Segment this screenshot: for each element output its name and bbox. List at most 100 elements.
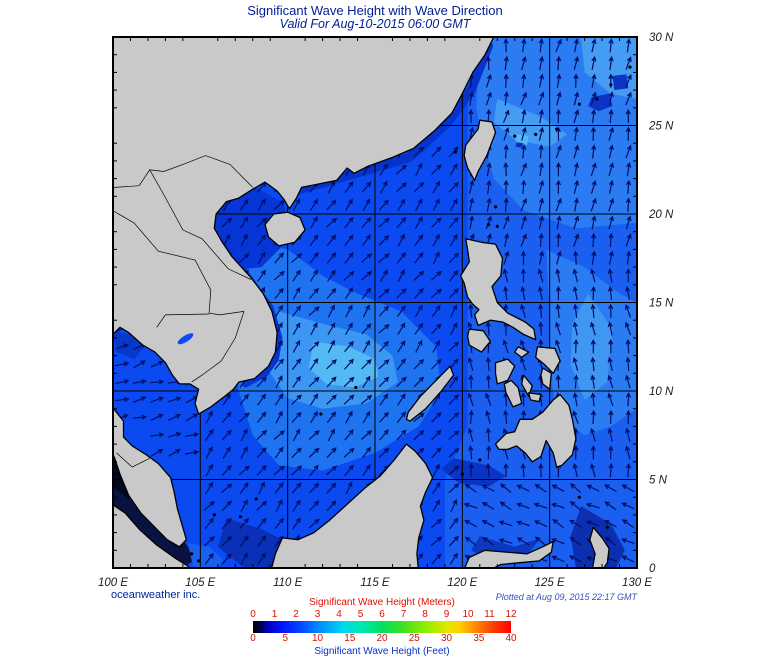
small-island-dot (486, 223, 491, 227)
small-island-dot (478, 458, 482, 462)
lat-tick-label: 30 N (649, 32, 674, 44)
landmass-panay (494, 358, 516, 385)
wave-region-central-scs-core (308, 341, 379, 388)
small-island-dot (577, 495, 581, 499)
small-island-dot (460, 472, 464, 476)
landmass-malay-peninsula (113, 406, 188, 548)
lat-tick-label: 10 N (649, 386, 674, 398)
lat-tick-label: 25 N (648, 121, 674, 133)
colorbar-tick-label: 40 (505, 633, 517, 644)
land-layer (113, 37, 632, 568)
small-island-dot (495, 224, 499, 228)
lat-tick-label: 20 N (648, 209, 674, 221)
colorbar-ticks-meters: 0 1 2 3 4 5 6 7 8 9 10 11 12 (250, 609, 516, 621)
plotted-timestamp: Plotted at Aug 09, 2015 22:17 GMT (495, 592, 637, 602)
wave-region-ryukyu-dark-2 (612, 74, 629, 91)
map-frame-layer (112, 36, 638, 569)
lon-tick-label: 105 E (185, 577, 215, 589)
small-island-dot (534, 132, 538, 136)
colorbar-tick-label: 0 (250, 633, 256, 644)
small-island-dot (319, 412, 323, 416)
country-border (116, 452, 150, 468)
country-border (113, 155, 253, 190)
colorbar-gradient-bar (253, 621, 511, 633)
wave-region-east-of-singapore (188, 543, 223, 568)
small-island-dot (595, 97, 599, 101)
landmass-mainland-asia (113, 37, 495, 415)
colorbar-tick-label: 8 (422, 609, 428, 620)
landmass-palawan (405, 365, 455, 422)
landmass-sumatra (113, 504, 190, 568)
colorbar-title-feet: Significant Wave Height (Feet) (314, 646, 450, 657)
small-island-dot (453, 150, 457, 154)
lat-tick-label: 0 (649, 563, 656, 575)
small-island-dot (254, 497, 258, 501)
country-border (113, 210, 245, 316)
colorbar-tick-label: 4 (336, 609, 342, 620)
small-island-dot (609, 83, 613, 87)
small-island-dot (493, 205, 498, 209)
axis-label-layer: 100 E 105 E 110 E 115 E 120 E 125 E 130 E 30 N 2… (98, 32, 674, 589)
colorbar-tick-label: 9 (443, 609, 450, 620)
lat-tick-label: 5 N (649, 475, 668, 487)
landmass-samar (535, 346, 561, 374)
colorbar-tick-label: 11 (484, 609, 495, 620)
lon-tick-label: 120 E (447, 577, 477, 589)
landmass-leyte (540, 367, 553, 390)
colorbar-title-meters: Significant Wave Height (Meters) (309, 597, 455, 608)
wave-region-upper-gulf-thailand (113, 330, 145, 360)
colorbar-tick-label: 3 (314, 609, 321, 620)
colorbar-ticks-feet: 0 5 10 15 20 25 30 35 40 (250, 633, 516, 645)
page-title: Significant Wave Height with Wave Direct… (247, 3, 503, 18)
landmass-negros (503, 379, 523, 408)
landmass-masbate (514, 346, 530, 359)
country-border (191, 311, 245, 383)
small-island-dot (555, 127, 559, 131)
small-island-dot (577, 102, 581, 106)
landmass-hainan (264, 211, 306, 247)
wave-region-philippine-sea-bright (570, 293, 613, 400)
country-border (156, 313, 210, 328)
landmass-borneo (270, 443, 434, 568)
colorbar-tick-label: 10 (462, 609, 474, 620)
landmass-sulawesi-north-arm (463, 540, 554, 568)
landmass-cebu (521, 374, 533, 397)
wave-region-taiwan-eddy-dark (515, 142, 524, 148)
small-island-dot (238, 515, 243, 519)
lat-tick-label: 15 N (649, 298, 674, 310)
colorbar-tick-label: 10 (311, 633, 324, 644)
landmass-halmahera (589, 526, 610, 568)
landmass-bohol (528, 392, 542, 403)
colorbar-tick-label: 5 (282, 633, 289, 644)
wave-region-china-coastal-band (283, 41, 493, 198)
colorbar-tick-label: 6 (379, 609, 385, 620)
wave-region-bright-ne-of-taiwan (493, 98, 568, 147)
small-island-dot (605, 525, 609, 529)
colorbar-tick-label: 15 (344, 633, 356, 644)
country-border (149, 169, 252, 280)
map-border-frame (112, 36, 638, 569)
landmass-mindoro (466, 328, 491, 353)
small-island-dot (190, 552, 194, 556)
lon-tick-label: 125 E (535, 577, 565, 589)
tonle-sap-lake (177, 333, 194, 345)
lon-tick-label: 110 E (273, 577, 303, 589)
colorbar-tick-label: 20 (376, 633, 388, 644)
lon-tick-label: 115 E (360, 577, 390, 589)
small-island-dot (513, 134, 517, 138)
landmass-mindanao (494, 393, 577, 468)
small-island-dot (196, 559, 201, 563)
small-island-dot (212, 513, 216, 517)
landmass-taiwan (463, 119, 497, 182)
colorbar-tick-label: 35 (473, 633, 485, 644)
colorbar-tick-label: 1 (271, 609, 278, 620)
colorbar-tick-label: 25 (408, 633, 420, 644)
oceanweather-credit: oceanweather inc. (111, 589, 201, 601)
lon-tick-label: 100 E (98, 577, 128, 589)
colorbar-tick-label: 7 (400, 609, 407, 620)
landmass-luzon (459, 238, 537, 341)
small-island-dot (628, 65, 632, 69)
